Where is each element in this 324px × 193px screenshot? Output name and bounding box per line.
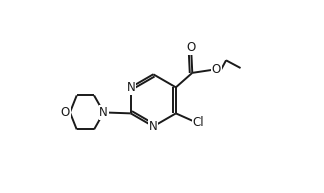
Text: N: N (149, 120, 158, 133)
Text: O: O (187, 41, 196, 54)
Text: N: N (99, 106, 108, 119)
Text: O: O (212, 63, 221, 76)
Text: N: N (126, 81, 135, 94)
Text: Cl: Cl (193, 116, 204, 129)
Text: O: O (61, 106, 70, 119)
